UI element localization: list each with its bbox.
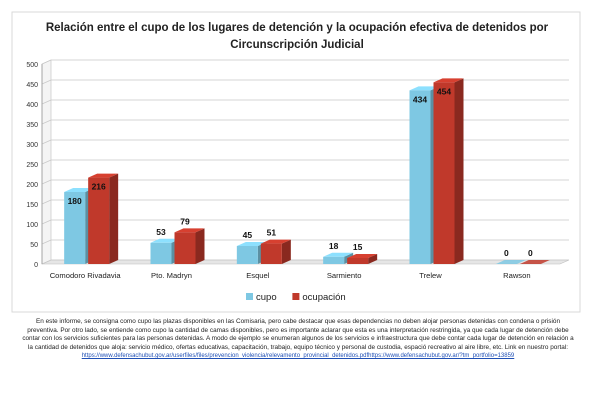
- data-label: 53: [156, 227, 166, 237]
- data-label: 45: [243, 230, 253, 240]
- bar-front: [260, 243, 282, 264]
- data-label: 0: [504, 248, 509, 258]
- data-label: 434: [413, 94, 427, 104]
- data-label: 454: [437, 86, 451, 96]
- bar-side: [195, 228, 205, 264]
- x-category-label: Sarmiento: [327, 271, 362, 280]
- bar-ocupaci-n: [433, 78, 464, 265]
- legend-swatch: [292, 293, 300, 300]
- bar-side: [368, 254, 378, 264]
- bar-side: [281, 239, 291, 264]
- bar-ocupaci-n: [88, 173, 119, 264]
- gridline: [41, 159, 569, 165]
- x-category-label: Pto. Madryn: [151, 271, 192, 280]
- bar-top: [347, 254, 378, 258]
- x-category-label: Rawson: [503, 271, 530, 280]
- legend-label: cupo: [256, 292, 277, 303]
- x-category-label: Comodoro Rivadavia: [50, 271, 122, 280]
- y-tick-label: 0: [34, 262, 38, 269]
- bar-side: [454, 78, 464, 265]
- y-tick-label: 450: [26, 82, 38, 89]
- gridline: [41, 199, 569, 205]
- bar-top: [495, 260, 526, 264]
- bar-top: [174, 228, 205, 233]
- bar-ocupaci-n: [260, 239, 291, 264]
- bar-top: [150, 238, 181, 243]
- bar-top: [409, 86, 440, 91]
- y-tick-label: 150: [26, 202, 38, 209]
- bar-top: [323, 252, 354, 257]
- data-label: 0: [528, 248, 533, 258]
- bar-top: [260, 239, 291, 244]
- gridline: [41, 99, 569, 105]
- gridline: [41, 59, 569, 65]
- bar-front: [236, 246, 258, 264]
- gridline: [41, 219, 569, 225]
- legend: cupo ocupación: [246, 292, 346, 303]
- bar-front: [150, 242, 172, 264]
- bar-ocupaci-n: [519, 260, 550, 264]
- bar-top: [64, 188, 95, 192]
- bar-top: [236, 242, 267, 246]
- caption-link[interactable]: https://www.defensachubut.gov.ar/userfil…: [81, 353, 515, 360]
- gridline: [41, 259, 569, 265]
- bar-top: [433, 78, 464, 83]
- bar-front: [88, 177, 110, 264]
- data-label: 15: [353, 242, 363, 252]
- bar-front: [323, 256, 345, 264]
- bar-side: [109, 173, 119, 264]
- gridline: [41, 179, 569, 185]
- data-label: 51: [267, 228, 277, 238]
- y-tick-label: 200: [26, 182, 38, 189]
- plot-area: 050100150200250300350400450500180216Como…: [26, 59, 570, 280]
- gridline: [41, 139, 569, 145]
- gridline: [41, 79, 569, 85]
- plot-floor: [41, 259, 570, 265]
- bar-top: [519, 260, 550, 264]
- y-tick-label: 300: [26, 142, 38, 149]
- bar-top: [88, 173, 119, 178]
- bar-front: [347, 258, 369, 264]
- bar-front: [174, 232, 196, 264]
- caption-text: En este informe, se consigna como cupo l…: [22, 318, 574, 351]
- chart-title-line1: Relación entre el cupo de los lugares de…: [46, 22, 549, 34]
- data-label: 79: [180, 216, 190, 226]
- y-tick-label: 250: [26, 162, 38, 169]
- chart-title-line2: Circunscripción Judicial: [230, 39, 364, 51]
- x-category-label: Trelew: [419, 271, 442, 280]
- y-tick-label: 50: [30, 242, 38, 249]
- gridline: [41, 239, 569, 245]
- bar-front: [409, 90, 431, 265]
- bar-cupo: [495, 260, 526, 264]
- bar-ocupaci-n: [174, 228, 205, 264]
- y-tick-label: 400: [26, 102, 38, 109]
- legend-swatch: [246, 293, 253, 300]
- legend-label: ocupación: [302, 292, 345, 303]
- data-label: 18: [329, 241, 339, 251]
- data-label: 180: [68, 196, 82, 206]
- data-label: 216: [92, 182, 106, 192]
- bar-ocupaci-n: [347, 254, 378, 264]
- y-tick-label: 350: [26, 122, 38, 129]
- x-category-label: Esquel: [246, 271, 270, 280]
- bar-front: [64, 192, 86, 264]
- gridline: [41, 119, 569, 125]
- y-tick-label: 100: [26, 222, 38, 229]
- bar-front: [433, 82, 455, 265]
- y-tick-label: 500: [26, 62, 38, 69]
- caption-note: En este informe, se consigna como cupo l…: [22, 318, 574, 361]
